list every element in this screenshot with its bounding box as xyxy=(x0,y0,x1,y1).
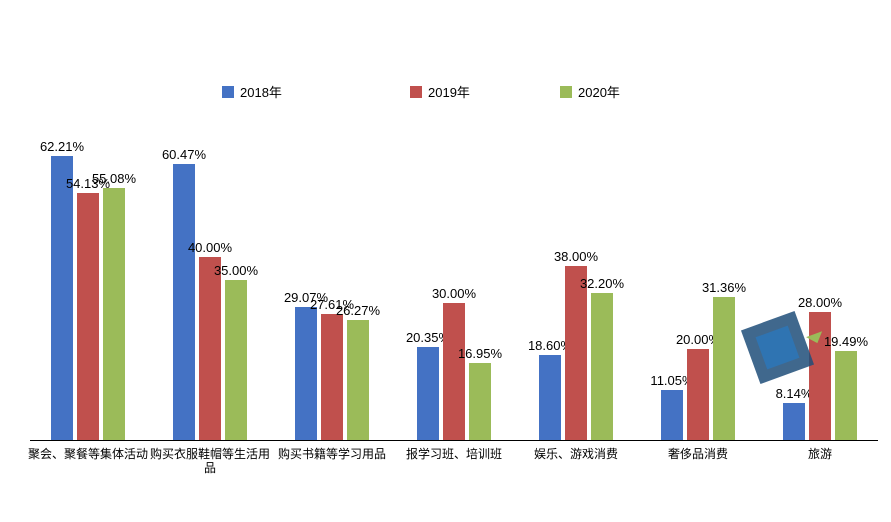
bar-s2018: 60.47% xyxy=(173,164,195,440)
bar-value-label: 35.00% xyxy=(214,263,258,278)
legend-label-s2018: 2018年 xyxy=(240,82,282,101)
bar-value-label: 40.00% xyxy=(188,240,232,255)
bar-value-label: 60.47% xyxy=(162,147,206,162)
watermark-svg xyxy=(720,300,835,395)
legend-swatch-s2019 xyxy=(410,86,422,98)
bar-group: 62.21%54.13%55.08% xyxy=(51,156,125,440)
bar-s2018: 20.35% xyxy=(417,347,439,440)
x-category-label: 报学习班、培训班 xyxy=(394,448,514,462)
bar-s2019: 54.13% xyxy=(77,193,99,440)
bar-s2019: 30.00% xyxy=(443,303,465,440)
bar-value-label: 62.21% xyxy=(40,139,84,154)
bar-s2020: 19.49% xyxy=(835,351,857,440)
bar-value-label: 55.08% xyxy=(92,171,136,186)
bar-chart: 2018年2019年2020年 62.21%54.13%55.08%60.47%… xyxy=(0,0,891,522)
bar-s2019: 20.00% xyxy=(687,349,709,440)
bar-group: 20.35%30.00%16.95% xyxy=(417,303,491,440)
x-category-label: 购买书籍等学习用品 xyxy=(272,448,392,462)
bar-s2018: 18.60% xyxy=(539,355,561,440)
x-category-label: 旅游 xyxy=(760,448,880,462)
bar-s2020: 35.00% xyxy=(225,280,247,440)
bar-group: 60.47%40.00%35.00% xyxy=(173,164,247,440)
x-category-label: 奢侈品消费 xyxy=(638,448,758,462)
bar-value-label: 26.27% xyxy=(336,303,380,318)
bar-value-label: 16.95% xyxy=(458,346,502,361)
x-axis-baseline xyxy=(30,440,878,441)
x-category-label: 娱乐、游戏消费 xyxy=(516,448,636,462)
watermark-logo xyxy=(720,300,835,395)
bar-s2019: 40.00% xyxy=(199,257,221,440)
bar-s2020: 26.27% xyxy=(347,320,369,440)
bar-s2018: 29.07% xyxy=(295,307,317,440)
legend-label-s2020: 2020年 xyxy=(578,82,620,101)
legend-item-s2019: 2019年 xyxy=(410,82,470,101)
bar-s2020: 16.95% xyxy=(469,363,491,440)
bar-group: 29.07%27.61%26.27% xyxy=(295,307,369,440)
bar-s2019: 38.00% xyxy=(565,266,587,440)
bar-value-label: 31.36% xyxy=(702,280,746,295)
legend-item-s2018: 2018年 xyxy=(222,82,282,101)
bar-value-label: 38.00% xyxy=(554,249,598,264)
legend-swatch-s2018 xyxy=(222,86,234,98)
bar-s2020: 55.08% xyxy=(103,188,125,440)
legend-label-s2019: 2019年 xyxy=(428,82,470,101)
x-category-label: 聚会、聚餐等集体活动 xyxy=(28,448,148,462)
bar-value-label: 32.20% xyxy=(580,276,624,291)
bar-value-label: 30.00% xyxy=(432,286,476,301)
bar-s2020: 32.20% xyxy=(591,293,613,440)
bar-s2018: 8.14% xyxy=(783,403,805,440)
x-category-label: 购买衣服鞋帽等生活用品 xyxy=(150,448,270,476)
bar-s2018: 11.05% xyxy=(661,390,683,441)
legend-item-s2020: 2020年 xyxy=(560,82,620,101)
bar-s2018: 62.21% xyxy=(51,156,73,440)
bar-s2019: 27.61% xyxy=(321,314,343,440)
legend-swatch-s2020 xyxy=(560,86,572,98)
bar-group: 18.60%38.00%32.20% xyxy=(539,266,613,440)
